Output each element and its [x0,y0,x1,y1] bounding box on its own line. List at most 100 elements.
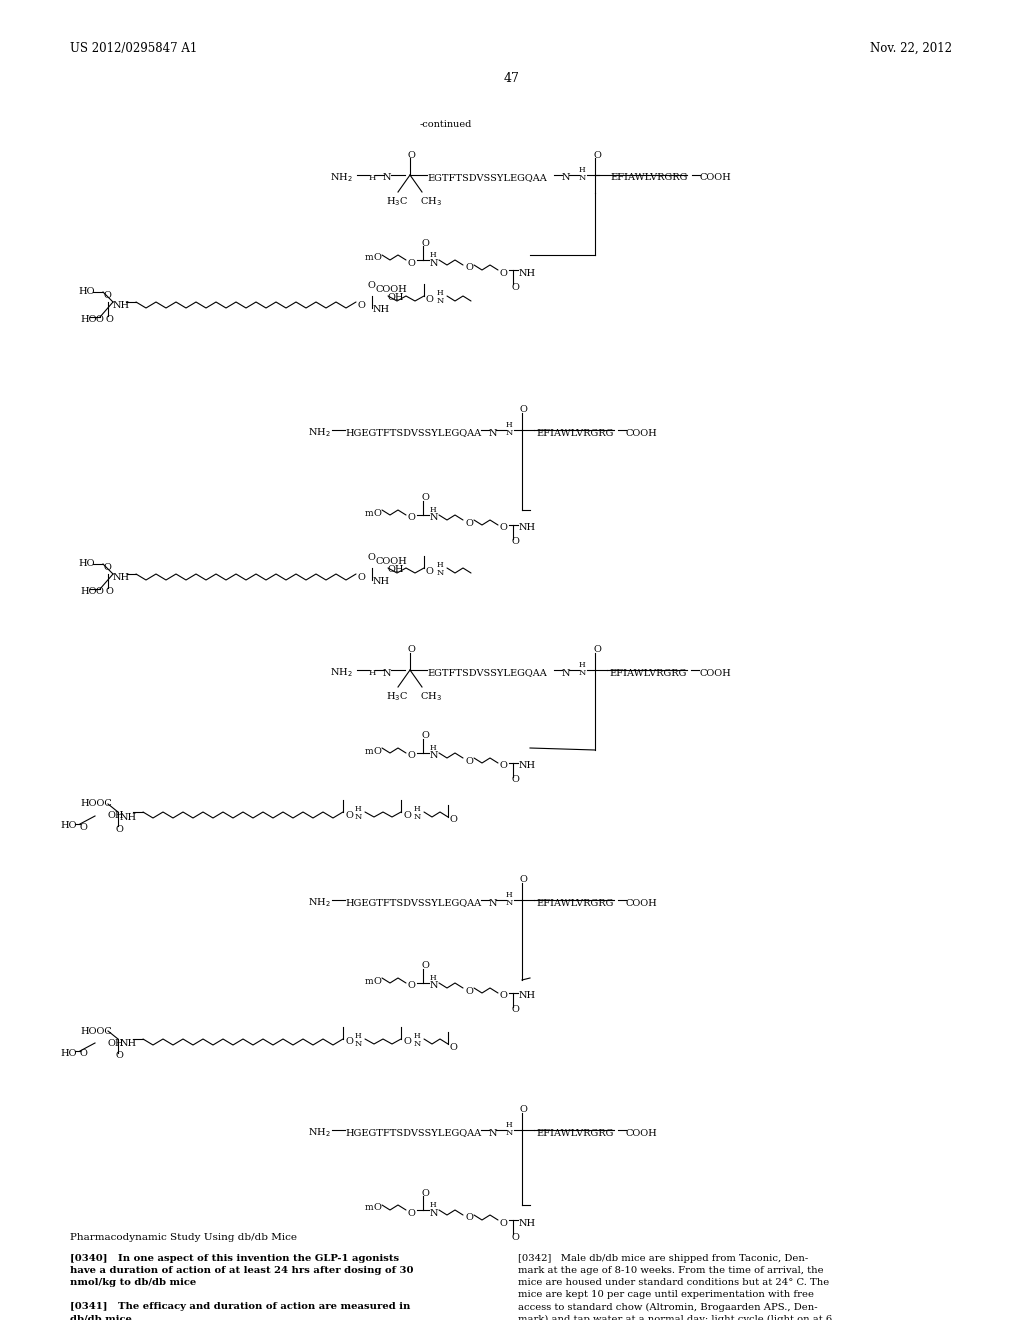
Text: O: O [373,977,381,986]
Text: O: O [500,1218,508,1228]
Text: N: N [506,429,513,437]
Text: H: H [579,661,586,669]
Text: O: O [115,1052,123,1060]
Text: H: H [414,805,421,813]
Text: OH: OH [108,1039,125,1048]
Text: H: H [430,506,436,513]
Text: COOH: COOH [376,285,408,293]
Text: O: O [368,281,376,290]
Text: O: O [373,1204,381,1213]
Text: EGTFTSDVSSYLEGQAA: EGTFTSDVSSYLEGQAA [427,173,547,182]
Text: O: O [103,290,111,300]
Text: N: N [430,259,438,268]
Text: CH$_3$: CH$_3$ [420,690,441,704]
Text: HOOC: HOOC [80,1027,112,1035]
Text: N: N [383,668,391,677]
Text: NH$_2$: NH$_2$ [330,667,352,680]
Text: N: N [506,899,513,907]
Text: m: m [365,747,374,755]
Text: O: O [520,405,528,414]
Text: NH: NH [519,762,537,771]
Text: EFIAWLVRGRG: EFIAWLVRGRG [609,668,686,677]
Text: NH: NH [120,813,137,821]
Text: O: O [520,1106,528,1114]
Text: US 2012/0295847 A1: US 2012/0295847 A1 [70,42,198,55]
Text: O: O [511,1006,519,1015]
Text: O: O [80,1049,88,1059]
Text: N: N [414,813,421,821]
Text: [0342]   Male db/db mice are shipped from Taconic, Den-
mark at the age of 8-10 : [0342] Male db/db mice are shipped from … [518,1254,833,1320]
Text: O: O [403,810,411,820]
Text: COOH: COOH [699,668,731,677]
Text: O: O [373,508,381,517]
Text: H: H [579,166,586,174]
Text: O: O [421,1188,429,1197]
Text: NH: NH [120,1040,137,1048]
Text: EGTFTSDVSSYLEGQAA: EGTFTSDVSSYLEGQAA [427,668,547,677]
Text: O: O [368,553,376,562]
Text: H$_3$C: H$_3$C [386,195,409,209]
Text: H: H [355,805,361,813]
Text: O: O [403,1038,411,1047]
Text: NH: NH [519,524,537,532]
Text: HO: HO [80,315,96,325]
Text: N: N [506,1129,513,1137]
Text: O: O [450,1043,458,1052]
Text: O: O [421,961,429,970]
Text: N: N [430,982,438,990]
Text: O: O [450,816,458,825]
Text: COOH: COOH [626,1129,657,1138]
Text: O: O [105,314,113,323]
Text: O: O [358,301,366,309]
Text: O: O [105,586,113,595]
Text: N: N [414,1040,421,1048]
Text: H: H [437,289,443,297]
Text: O: O [465,986,473,995]
Text: COOH: COOH [376,557,408,565]
Text: H: H [430,974,436,982]
Text: O: O [511,282,519,292]
Text: N: N [489,429,498,437]
Text: EFIAWLVRGRG: EFIAWLVRGRG [536,899,613,908]
Text: H: H [355,1032,361,1040]
Text: COOH: COOH [626,429,657,437]
Text: N: N [355,1040,362,1048]
Text: H: H [506,421,513,429]
Text: NH$_2$: NH$_2$ [308,1126,331,1139]
Text: O: O [500,524,508,532]
Text: O: O [103,562,111,572]
Text: NH: NH [113,573,130,582]
Text: HOOC: HOOC [80,800,112,808]
Text: O: O [373,747,381,755]
Text: O: O [95,587,102,597]
Text: m: m [365,977,374,986]
Text: NH: NH [373,305,390,314]
Text: H: H [414,1032,421,1040]
Text: O: O [500,268,508,277]
Text: HO: HO [80,587,96,597]
Text: m: m [365,253,374,263]
Text: N: N [489,1129,498,1138]
Text: HGEGTFTSDVSSYLEGQAA: HGEGTFTSDVSSYLEGQAA [345,1129,481,1138]
Text: N: N [579,174,587,182]
Text: EFIAWLVRGRG: EFIAWLVRGRG [610,173,687,182]
Text: O: O [421,239,429,248]
Text: COOH: COOH [626,899,657,908]
Text: COOH: COOH [700,173,732,182]
Text: H: H [369,669,377,677]
Text: H: H [430,1201,436,1209]
Text: 47: 47 [504,73,520,84]
Text: N: N [430,1209,438,1217]
Text: HO: HO [78,560,94,569]
Text: O: O [426,294,434,304]
Text: O: O [408,1209,416,1217]
Text: EFIAWLVRGRG: EFIAWLVRGRG [536,429,613,437]
Text: N: N [562,668,570,677]
Text: O: O [115,825,123,833]
Text: NH: NH [373,577,390,586]
Text: O: O [80,822,88,832]
Text: HO: HO [60,821,77,830]
Text: O: O [465,1213,473,1222]
Text: N: N [437,297,444,305]
Text: O: O [465,264,473,272]
